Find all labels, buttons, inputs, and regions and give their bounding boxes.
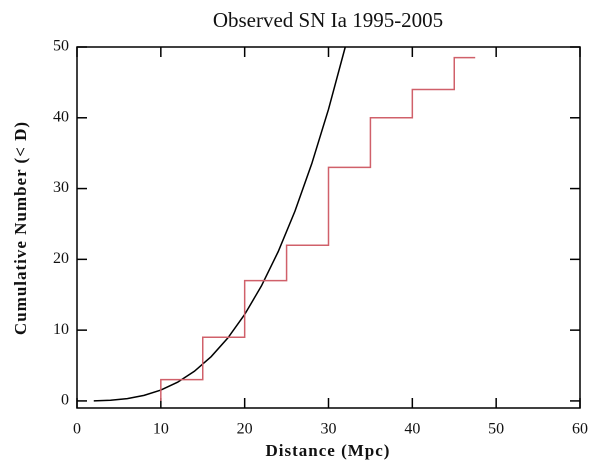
chart-title: Observed SN Ia 1995-2005	[213, 8, 443, 32]
y-axis-label: Cumulative Number (< D)	[11, 121, 30, 335]
x-tick-label: 50	[488, 421, 504, 438]
y-tick-label: 10	[53, 321, 69, 338]
x-tick-label: 0	[73, 421, 81, 438]
x-tick-label: 30	[321, 421, 337, 438]
y-tick-label: 30	[53, 179, 69, 196]
y-tick-label: 0	[61, 392, 69, 409]
x-tick-label: 20	[237, 421, 253, 438]
x-tick-label: 40	[404, 421, 420, 438]
x-tick-label: 60	[572, 421, 588, 438]
y-tick-label: 20	[53, 250, 69, 267]
y-tick-label: 50	[53, 38, 69, 55]
x-axis-label: Distance (Mpc)	[266, 441, 391, 460]
series-line	[160, 56, 476, 401]
series-line	[93, 46, 346, 402]
y-tick-label: 40	[53, 108, 69, 125]
x-tick-label: 10	[153, 421, 169, 438]
